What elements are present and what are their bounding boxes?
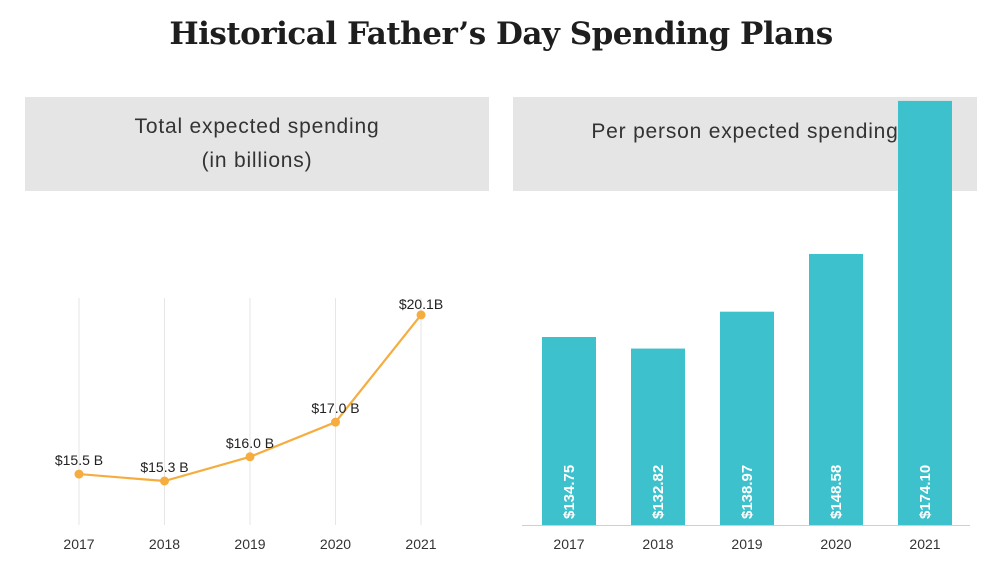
line-point-2020 bbox=[331, 417, 340, 427]
line-point-2017 bbox=[74, 469, 84, 479]
line-x-tick-2018: 2018 bbox=[149, 536, 180, 552]
bar-x-tick-2019: 2019 bbox=[731, 536, 762, 552]
line-point-2019 bbox=[245, 452, 255, 462]
total-spending-header-title: Total expected spending (in billions) bbox=[134, 115, 380, 172]
bar-x-tick-2021: 2021 bbox=[909, 536, 940, 552]
bar-data-label-2017: $134.75 bbox=[561, 465, 578, 519]
line-x-tick-2020: 2020 bbox=[320, 536, 351, 552]
per-person-spending-header-title: Per person expected spending bbox=[591, 120, 899, 143]
bar-2017 bbox=[542, 337, 596, 525]
bar-data-label-2019: $138.97 bbox=[739, 465, 756, 519]
bar-2020 bbox=[809, 254, 863, 525]
bar-2018 bbox=[631, 348, 685, 525]
line-data-label-2020: $17.0 B bbox=[311, 400, 359, 416]
line-x-tick-2017: 2017 bbox=[63, 536, 94, 552]
bar-2021 bbox=[898, 100, 952, 526]
line-point-2021 bbox=[416, 310, 426, 320]
line-data-label-2018: $15.3 B bbox=[140, 459, 188, 475]
bar-x-tick-2017: 2017 bbox=[553, 536, 584, 552]
line-x-tick-2019: 2019 bbox=[234, 536, 265, 552]
bar-x-tick-2018: 2018 bbox=[642, 536, 673, 552]
bar-data-label-2018: $132.82 bbox=[650, 465, 667, 519]
line-point-2018 bbox=[160, 476, 169, 486]
bar-data-label-2020: $148.58 bbox=[828, 465, 845, 519]
bar-data-label-2021: $174.10 bbox=[917, 465, 934, 519]
bar-x-tick-2020: 2020 bbox=[820, 536, 851, 552]
line-data-label-2021: $20.1B bbox=[399, 296, 443, 312]
line-data-label-2017: $15.5 B bbox=[55, 452, 103, 468]
line-data-label-2019: $16.0 B bbox=[226, 435, 274, 451]
bar-2019 bbox=[720, 311, 774, 525]
total-spending-header: Total expected spending (in billions) bbox=[25, 97, 489, 191]
line-x-tick-2021: 2021 bbox=[405, 536, 436, 552]
page-title: Historical Father’s Day Spending Plans bbox=[169, 16, 833, 52]
